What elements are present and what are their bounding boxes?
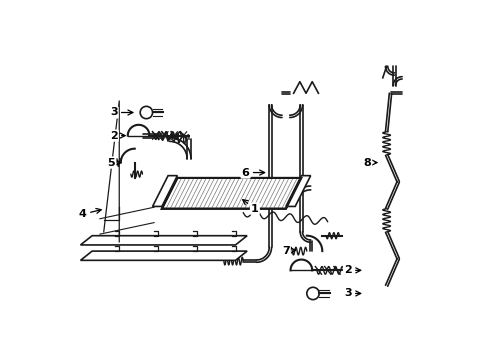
Text: 4: 4 — [79, 208, 101, 219]
Text: 2: 2 — [343, 265, 360, 275]
Text: 6: 6 — [241, 167, 264, 177]
Text: 1: 1 — [242, 200, 258, 214]
Text: 3: 3 — [110, 108, 133, 117]
Polygon shape — [285, 176, 310, 206]
Polygon shape — [152, 176, 177, 206]
Text: 7: 7 — [282, 246, 295, 256]
Text: 3: 3 — [344, 288, 360, 298]
Text: 5: 5 — [107, 158, 120, 167]
Text: 8: 8 — [363, 158, 376, 167]
Polygon shape — [81, 236, 246, 245]
Text: 2: 2 — [110, 131, 125, 141]
Polygon shape — [162, 178, 301, 209]
Polygon shape — [81, 251, 246, 260]
